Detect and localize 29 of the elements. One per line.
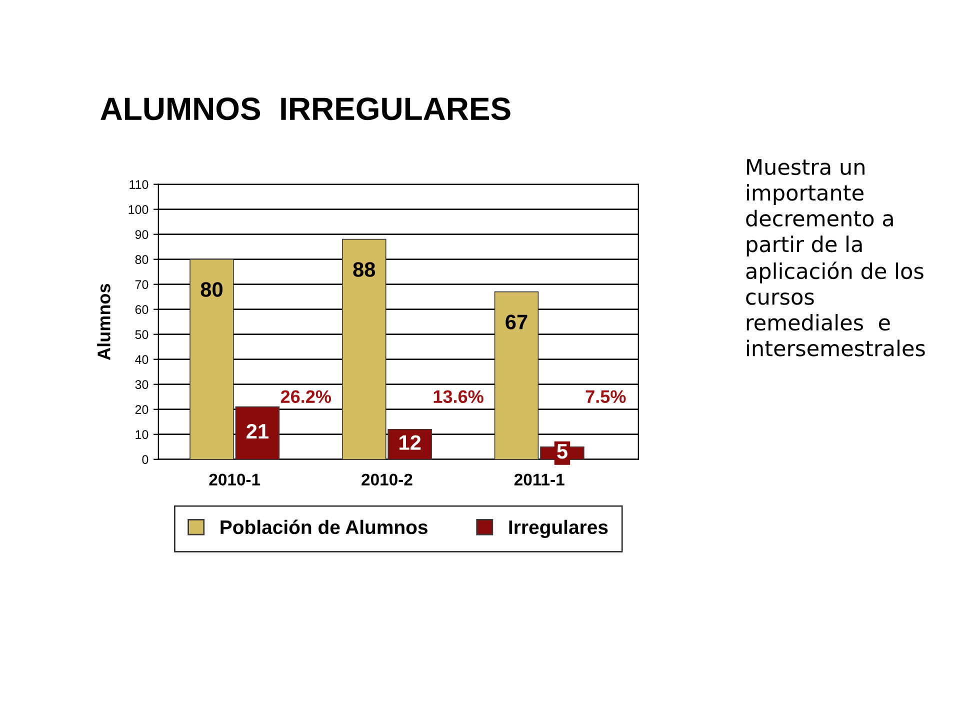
x-tick-label: 2010-1 [209, 474, 260, 486]
legend-label: Irregulares [509, 520, 608, 538]
x-tick-label: 2011-1 [514, 474, 564, 486]
y-tick-label: 10 [136, 430, 148, 440]
legend-label: Población de Alumnos [220, 520, 428, 534]
y-tick-label: 90 [135, 230, 148, 239]
x-tick-label: 2010-2 [362, 474, 412, 486]
y-tick-label: 40 [135, 355, 148, 364]
text: Muestra un importante decremento a partir de la aplicación de los cursos remediales e intersemestrales [746, 159, 925, 356]
chart-title: ALUMNOS IRREGULARES [100, 98, 510, 120]
y-tick-label: 0 [142, 455, 148, 464]
y-tick-label: 20 [135, 405, 148, 414]
y-tick-label: 110 [130, 180, 148, 189]
y-tick-label: 80 [135, 255, 148, 264]
data-label: 5 [557, 444, 568, 459]
y-tick-label: 100 [128, 205, 148, 214]
data-label: 88 [353, 262, 376, 277]
y-tick-label: 70 [135, 280, 148, 289]
data-label: 67 [506, 314, 528, 330]
annotation: 26.2% [280, 390, 332, 404]
y-tick-label: 50 [135, 330, 148, 339]
y-tick-label: 60 [135, 305, 148, 314]
annotation: 13.6% [434, 390, 484, 404]
data-label: 80 [200, 282, 222, 297]
y-axis-title: Alumnos [97, 284, 110, 360]
y-tick-label: 30 [135, 380, 148, 389]
data-label: 21 [246, 424, 268, 438]
annotation: 7.5% [586, 390, 626, 404]
data-label: 12 [400, 435, 421, 450]
